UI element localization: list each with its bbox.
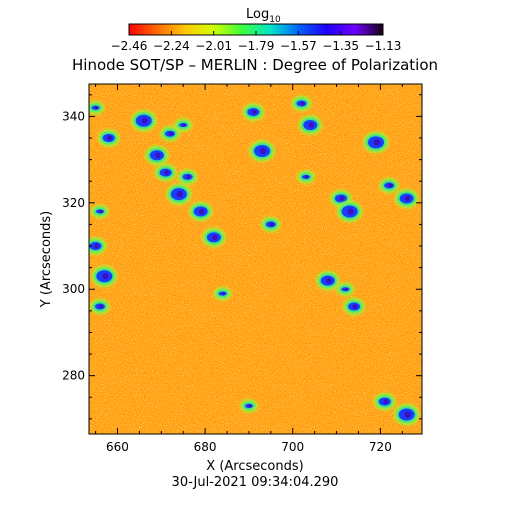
region-peak — [169, 131, 174, 136]
x-tick-label: 660 — [106, 440, 129, 454]
region-peak — [248, 404, 252, 408]
region-peak — [259, 147, 267, 155]
region-peak — [212, 234, 218, 241]
region-peak — [388, 183, 393, 188]
colorbar-tick-label: −2.46 — [111, 39, 148, 53]
heatmap-strong-regions — [89, 95, 420, 426]
region-peak — [186, 174, 191, 179]
region-peak — [176, 190, 184, 198]
y-axis-ticks: 280 300 320 340 — [62, 94, 422, 420]
region-peak — [404, 195, 411, 202]
region-peak — [222, 291, 226, 296]
region-peak — [251, 109, 257, 115]
x-axis-label: X (Arcseconds) — [206, 459, 303, 474]
region-peak — [308, 122, 315, 128]
colorbar-tick-label: −1.35 — [322, 39, 359, 53]
colorbar-label-base: Log — [246, 7, 269, 22]
y-tick-label: 300 — [62, 282, 85, 296]
x-tick-label: 680 — [194, 440, 217, 454]
region-peak — [198, 208, 205, 215]
plot-area — [89, 84, 422, 434]
region-peak — [99, 209, 103, 214]
region-peak — [404, 411, 411, 418]
region-peak — [164, 170, 170, 175]
region-peak — [325, 277, 332, 284]
region-peak — [383, 399, 389, 404]
region-peak — [373, 139, 381, 146]
colorbar-tick-label: −1.57 — [280, 39, 317, 53]
region-peak — [339, 196, 345, 201]
region-peak — [300, 101, 305, 106]
region-peak — [347, 208, 354, 215]
region-peak — [94, 243, 99, 249]
chart-title: Hinode SOT/SP – MERLIN : Degree of Polar… — [72, 56, 438, 74]
plot-frame — [88, 83, 423, 435]
region-peak — [344, 287, 348, 291]
region-peak — [305, 175, 309, 179]
colorbar-tick-label: −2.01 — [195, 39, 232, 53]
region-peak — [94, 106, 99, 110]
region-peak — [107, 135, 113, 141]
colorbar-tick-label: −1.79 — [238, 39, 275, 53]
colorbar-tick-label: −1.13 — [365, 39, 402, 53]
region-peak — [352, 304, 358, 309]
y-tick-label: 340 — [62, 109, 85, 123]
region-peak — [182, 123, 186, 127]
x-tick-label: 720 — [369, 440, 392, 454]
y-axis-label: Y (Arcseconds) — [39, 211, 54, 308]
y-tick-label: 280 — [62, 369, 85, 383]
colorbar-label: Log10 — [246, 7, 281, 25]
x-axis-ticks: 660 680 700 720 — [95, 84, 403, 454]
colorbar-label-subscript: 10 — [269, 15, 281, 25]
region-peak — [98, 304, 103, 309]
region-peak — [102, 273, 109, 280]
region-peak — [141, 117, 148, 124]
region-peak — [269, 222, 274, 227]
region-peak — [155, 152, 161, 159]
x-tick-label: 700 — [281, 440, 304, 454]
colorbar-ticks: −2.46 −2.24 −2.01 −1.79 −1.57 −1.35 −1.13 — [111, 31, 402, 53]
y-tick-label: 320 — [62, 196, 85, 210]
colorbar-tick-label: −2.24 — [153, 39, 190, 53]
timestamp: 30-Jul-2021 09:34:04.290 — [172, 475, 339, 490]
